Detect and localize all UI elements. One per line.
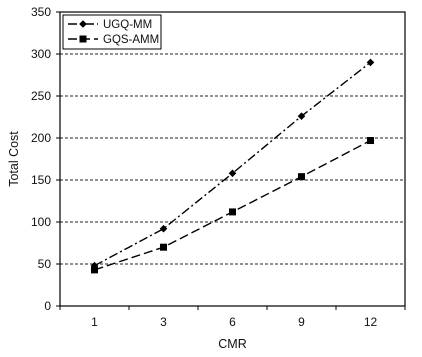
legend-marker — [79, 35, 87, 43]
data-point — [160, 243, 167, 251]
legend-entry: UGQ-MM — [68, 19, 152, 31]
data-point — [298, 173, 305, 181]
data-point — [228, 169, 237, 178]
y-tick-label: 100 — [31, 215, 51, 229]
y-axis: 0 50 100 150 200 250 300 350 — [31, 5, 60, 313]
x-tick-label: 3 — [160, 315, 167, 329]
legend: UGQ-MM GQS-AMM — [62, 14, 162, 50]
data-point — [90, 261, 99, 270]
y-tick-label: 300 — [31, 47, 51, 61]
data-point — [229, 208, 236, 216]
x-tick-label: 9 — [298, 315, 305, 329]
data-point — [367, 137, 374, 145]
y-tick-label: 150 — [31, 173, 51, 187]
legend-box — [62, 14, 162, 50]
data-point — [297, 112, 306, 120]
legend-entry: GQS-AMM — [68, 34, 159, 46]
x-tick-label: 12 — [364, 315, 378, 329]
data-point — [91, 266, 98, 274]
y-tick-label: 250 — [31, 89, 51, 103]
series-line — [94, 61, 371, 267]
y-axis-title: Total Cost — [7, 131, 21, 187]
series-2 — [91, 137, 374, 274]
plot-area — [59, 11, 406, 307]
data-point — [366, 58, 375, 67]
legend-label: GQS-AMM — [103, 34, 159, 46]
gridlines — [60, 53, 405, 265]
x-tick-label: 6 — [229, 315, 236, 329]
y-tick-label: 200 — [31, 131, 51, 145]
x-axis-title: CMR — [218, 337, 246, 351]
legend-marker — [79, 20, 87, 28]
legend-label: UGQ-MM — [103, 19, 152, 31]
series-layer — [90, 58, 375, 274]
y-tick-label: 0 — [44, 299, 51, 313]
series-line — [94, 139, 371, 271]
x-tick-label: 1 — [91, 315, 98, 329]
y-tick-label: 50 — [38, 257, 52, 271]
series-1 — [90, 58, 375, 270]
data-point — [159, 224, 168, 233]
y-tick-label: 350 — [31, 5, 51, 19]
x-axis: 1 3 6 9 12 — [59, 306, 406, 329]
